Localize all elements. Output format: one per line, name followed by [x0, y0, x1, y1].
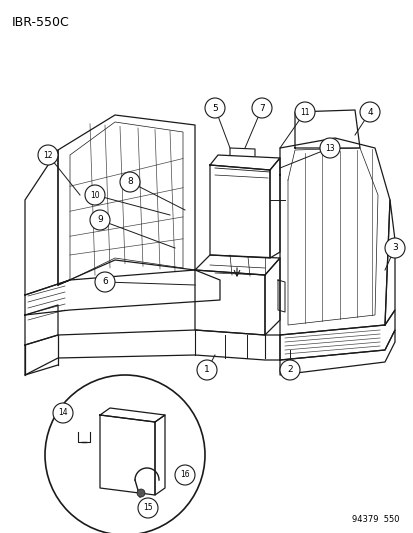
Circle shape — [95, 272, 115, 292]
Text: 12: 12 — [43, 150, 52, 159]
Text: 2: 2 — [287, 366, 292, 375]
Circle shape — [384, 238, 404, 258]
Circle shape — [38, 145, 58, 165]
Circle shape — [279, 360, 299, 380]
Text: 3: 3 — [391, 244, 397, 253]
Circle shape — [137, 489, 145, 497]
Text: 1: 1 — [204, 366, 209, 375]
Text: 4: 4 — [366, 108, 372, 117]
Circle shape — [197, 360, 216, 380]
Text: 16: 16 — [180, 471, 189, 480]
Text: 5: 5 — [211, 103, 217, 112]
Text: 13: 13 — [324, 143, 334, 152]
Text: 8: 8 — [127, 177, 133, 187]
Text: 15: 15 — [143, 504, 152, 513]
Circle shape — [85, 185, 105, 205]
Circle shape — [120, 172, 140, 192]
Circle shape — [319, 138, 339, 158]
Circle shape — [175, 465, 195, 485]
Circle shape — [359, 102, 379, 122]
Circle shape — [90, 210, 110, 230]
Circle shape — [294, 102, 314, 122]
Circle shape — [204, 98, 224, 118]
Text: 14: 14 — [58, 408, 68, 417]
Text: 94379  550: 94379 550 — [351, 515, 399, 524]
Circle shape — [138, 498, 158, 518]
Text: IBR-550C: IBR-550C — [12, 15, 69, 28]
Text: 11: 11 — [299, 108, 309, 117]
Circle shape — [45, 375, 204, 533]
Text: 10: 10 — [90, 190, 100, 199]
Text: 6: 6 — [102, 278, 108, 287]
Circle shape — [53, 403, 73, 423]
Text: 9: 9 — [97, 215, 102, 224]
Circle shape — [252, 98, 271, 118]
Text: 7: 7 — [259, 103, 264, 112]
